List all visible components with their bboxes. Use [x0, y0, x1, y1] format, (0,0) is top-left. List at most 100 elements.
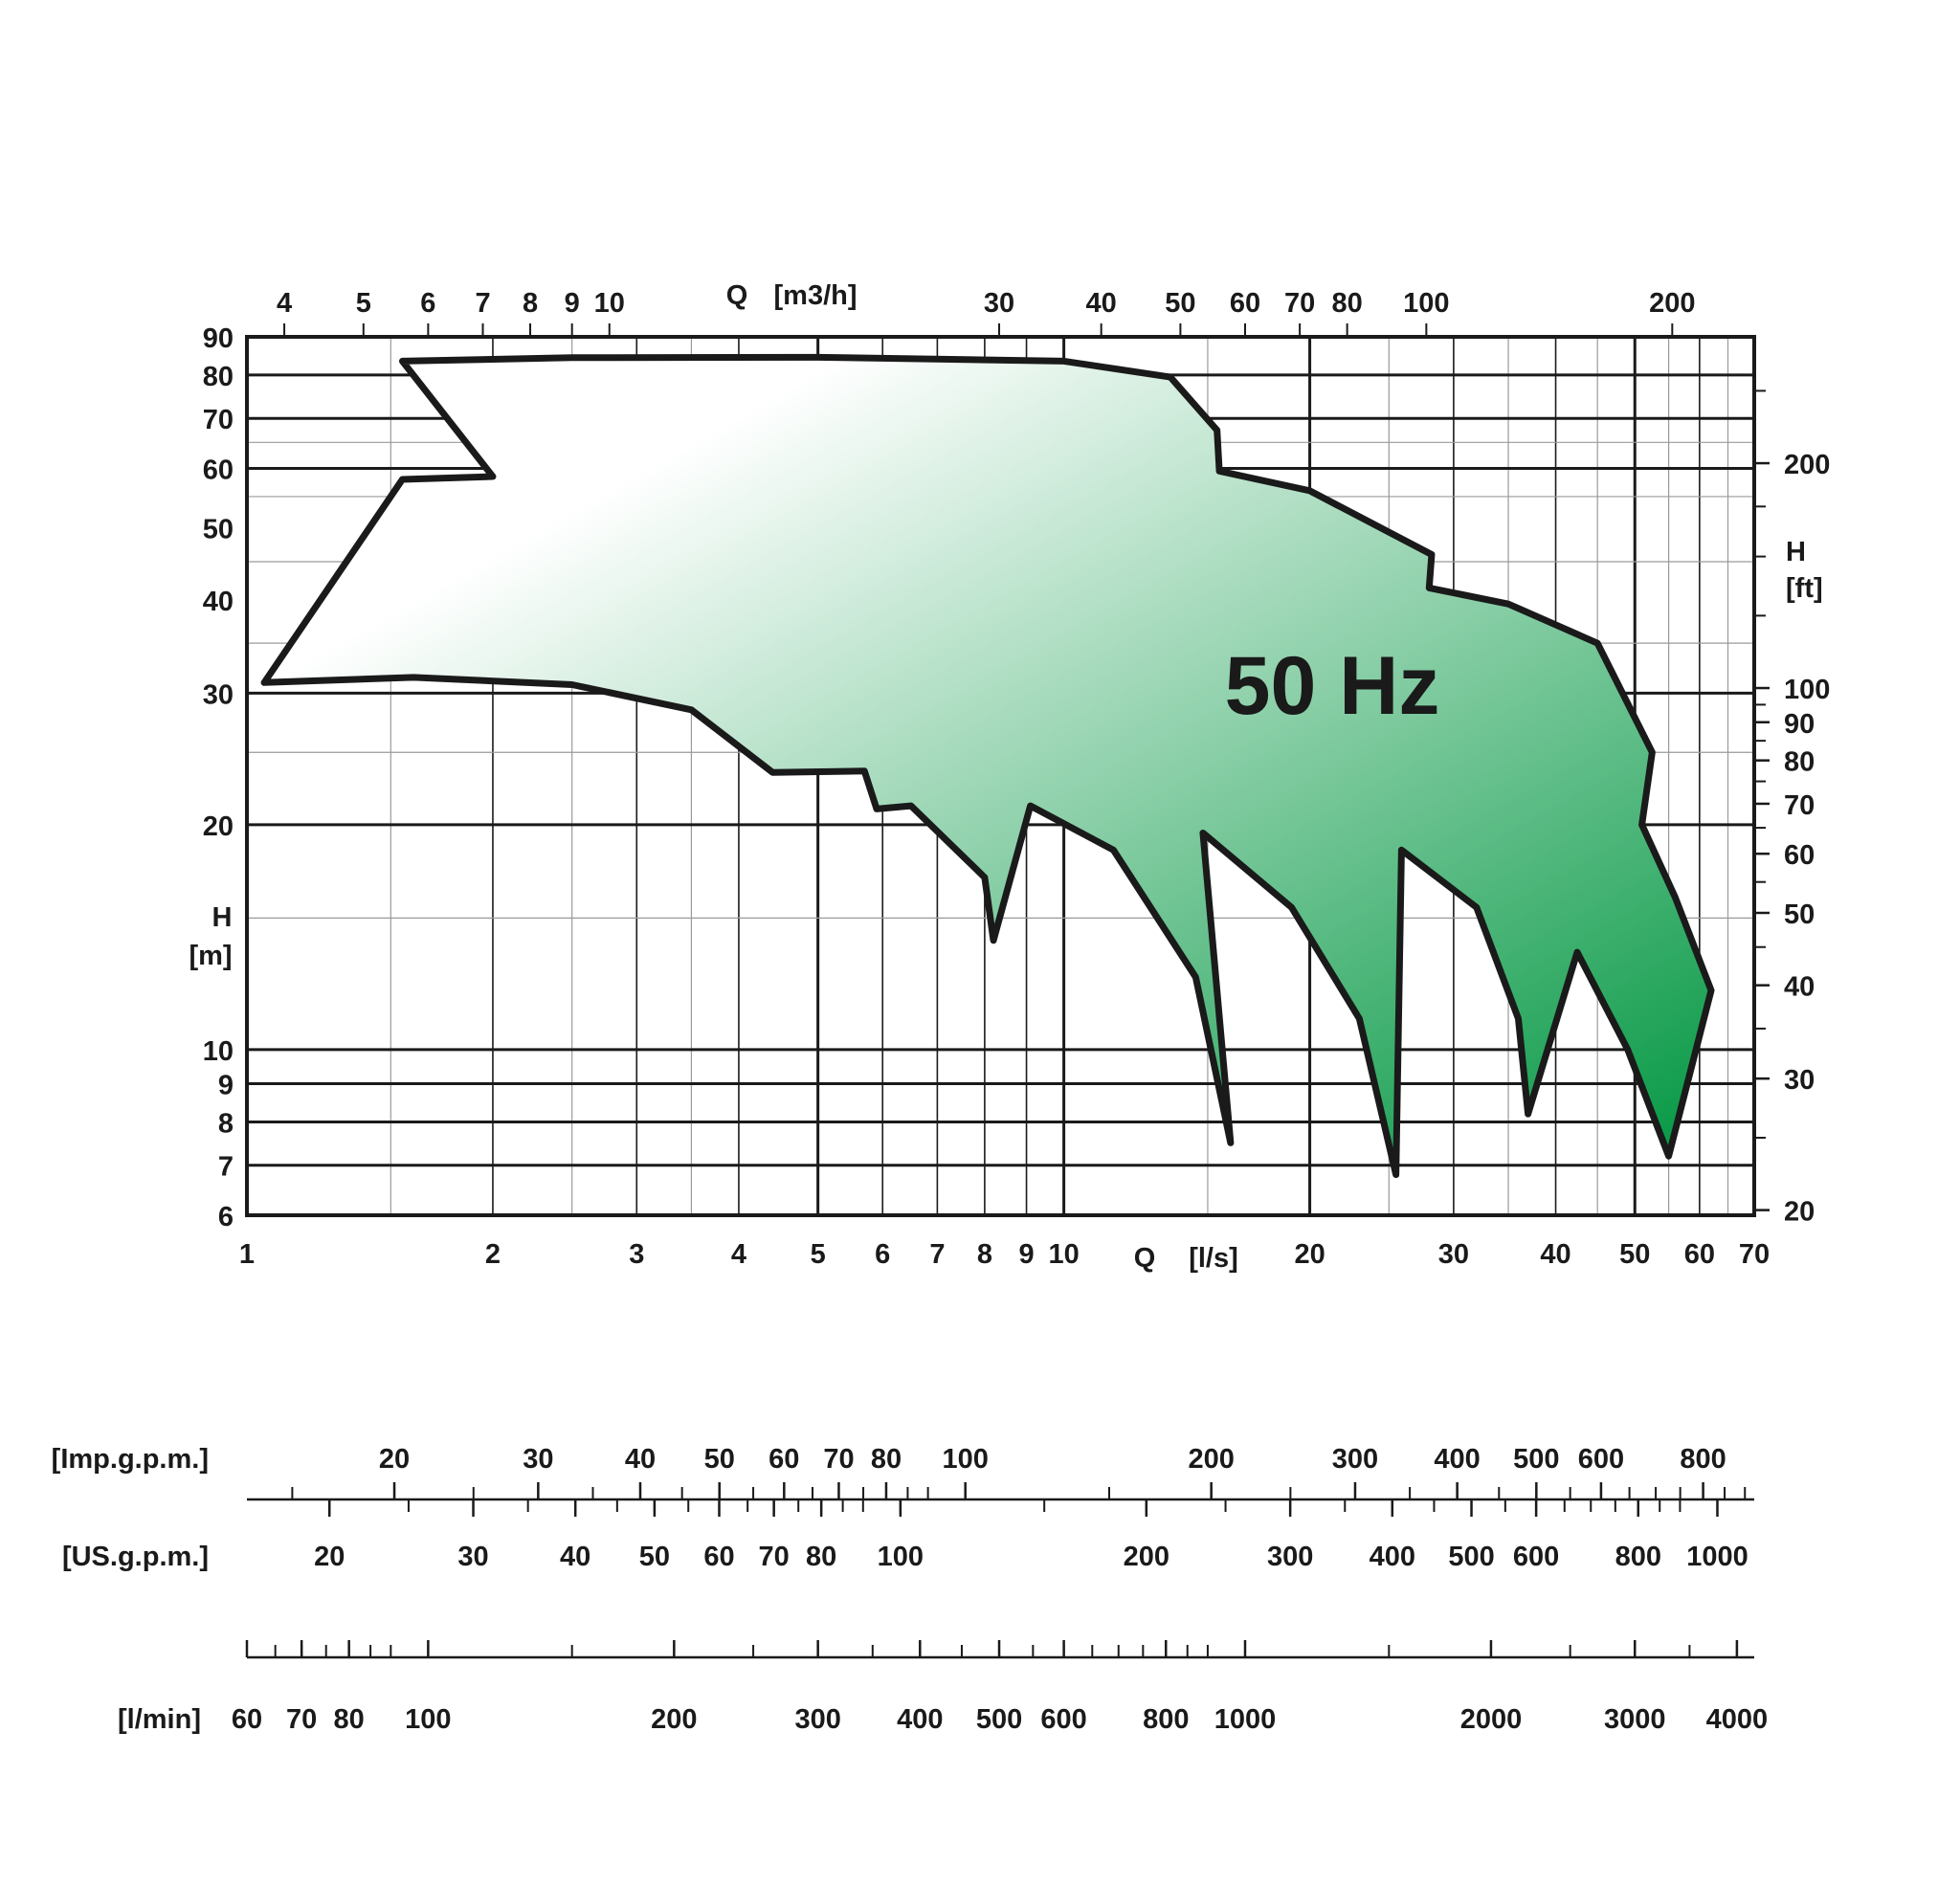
us-gpm-tick-label: 1000 [1686, 1542, 1748, 1572]
x2-tick-label: 200 [1649, 288, 1695, 319]
y2-tick-label: 50 [1784, 899, 1815, 930]
us-gpm-tick-label: 100 [878, 1542, 924, 1572]
x2-tick-label: 5 [356, 288, 371, 319]
x2-tick-label: 30 [984, 288, 1014, 319]
y2-tick-label: 90 [1784, 709, 1815, 740]
x-tick-label: 60 [1684, 1239, 1715, 1270]
x-tick-label: 7 [929, 1239, 945, 1270]
y2-tick-label: 100 [1784, 675, 1830, 705]
y2-tick-label: 200 [1784, 450, 1830, 480]
y2-axis-unit: [ft] [1786, 573, 1823, 604]
x2-tick-label: 4 [277, 288, 292, 319]
axis-ticks [283, 323, 1770, 1211]
l-min-tick-label: 400 [897, 1704, 943, 1735]
x-tick-label: 5 [811, 1239, 826, 1270]
y-tick-label: 40 [203, 587, 234, 617]
us-gpm-tick-label: 200 [1124, 1542, 1169, 1572]
us-gpm-tick-label: 600 [1513, 1542, 1559, 1572]
y-axis-unit: [m] [189, 941, 232, 971]
us-gpm-tick-label: 500 [1448, 1542, 1494, 1572]
l-min-tick-label: 1000 [1214, 1704, 1277, 1735]
x-tick-label: 40 [1540, 1239, 1570, 1270]
imp-gpm-tick-label: 50 [704, 1444, 735, 1475]
imp-gpm-tick-label: 70 [823, 1444, 854, 1475]
us-gpm-tick-label: 80 [806, 1542, 836, 1572]
l-min-tick-label: 70 [286, 1704, 317, 1735]
x2-tick-label: 9 [565, 288, 580, 319]
x-tick-label: 20 [1294, 1239, 1325, 1270]
l-min-tick-label: 3000 [1604, 1704, 1666, 1735]
l-min-tick-label: 500 [976, 1704, 1022, 1735]
l-min-tick-label: 800 [1143, 1704, 1189, 1735]
us-gpm-tick-label: 300 [1267, 1542, 1313, 1572]
x2-axis-unit: [m3/h] [774, 280, 858, 311]
imp-gpm-scale-name: [Imp.g.p.m.] [52, 1444, 209, 1475]
y-tick-label: 60 [203, 455, 234, 485]
y-tick-label: 20 [203, 811, 234, 842]
x2-tick-label: 100 [1403, 288, 1449, 319]
x2-tick-label: 50 [1165, 288, 1195, 319]
imp-gpm-tick-label: 300 [1332, 1444, 1378, 1475]
imp-gpm-tick-label: 800 [1680, 1444, 1726, 1475]
y2-axis-name: H [1786, 537, 1806, 567]
us-gpm-tick-label: 30 [457, 1542, 488, 1572]
imp-gpm-tick-label: 80 [871, 1444, 902, 1475]
plot-border [245, 335, 1756, 1217]
x-tick-label: 50 [1619, 1239, 1650, 1270]
imp-gpm-tick-label: 60 [768, 1444, 799, 1475]
y-tick-label: 6 [218, 1202, 234, 1232]
imp-gpm-tick-label: 20 [379, 1444, 410, 1475]
y-tick-label: 50 [203, 514, 234, 544]
y2-tick-label: 80 [1784, 747, 1815, 778]
y-tick-label: 10 [203, 1036, 234, 1067]
x2-tick-label: 8 [523, 288, 538, 319]
y-tick-label: 80 [203, 362, 234, 392]
x-tick-label: 70 [1739, 1239, 1770, 1270]
x-tick-label: 6 [875, 1239, 890, 1270]
imp-gpm-tick-label: 200 [1188, 1444, 1234, 1475]
us-gpm-tick-label: 20 [314, 1542, 345, 1572]
plot-frame [245, 335, 1756, 1217]
x-tick-label: 10 [1048, 1239, 1079, 1270]
l-min-tick-label: 60 [232, 1704, 262, 1735]
imp-gpm-tick-label: 500 [1513, 1444, 1559, 1475]
x2-tick-label: 70 [1284, 288, 1315, 319]
y-tick-label: 8 [218, 1108, 234, 1139]
x-tick-label: 3 [629, 1239, 644, 1270]
l-min-tick-label: 600 [1040, 1704, 1086, 1735]
l-min-tick-label: 200 [651, 1704, 697, 1735]
axis-labels: 1 2 3 4 5 6 7 8 9 10 20 30 40 50 60 704 5 6 7 8 9 10 30 40 50 60 7… [203, 288, 1831, 1270]
imp-gpm-tick-label: 100 [942, 1444, 988, 1475]
y2-tick-label: 70 [1784, 790, 1815, 821]
y-tick-label: 90 [203, 323, 234, 354]
l-min-tick-label: 300 [794, 1704, 840, 1735]
x-tick-label: 4 [731, 1239, 746, 1270]
us-gpm-tick-label: 70 [759, 1542, 790, 1572]
x-tick-label: 30 [1438, 1239, 1469, 1270]
x-axis-name: Q [1134, 1243, 1156, 1274]
us-gpm-tick-label: 400 [1370, 1542, 1415, 1572]
imp-gpm-tick-label: 600 [1578, 1444, 1624, 1475]
us-gpm-tick-label: 60 [703, 1542, 734, 1572]
x-tick-label: 1 [239, 1239, 255, 1270]
y-tick-label: 70 [203, 405, 234, 435]
y-tick-label: 30 [203, 679, 234, 710]
y2-tick-label: 30 [1784, 1065, 1815, 1096]
imp-gpm-tick-label: 30 [523, 1444, 553, 1475]
l-min-tick-label: 80 [334, 1704, 365, 1735]
y2-tick-label: 20 [1784, 1197, 1815, 1228]
x2-tick-label: 40 [1086, 288, 1117, 319]
x2-tick-label: 6 [420, 288, 435, 319]
x-tick-label: 2 [485, 1239, 501, 1270]
x-axis-unit: [l/s] [1189, 1243, 1238, 1274]
performance-area [260, 353, 1715, 1179]
x2-tick-label: 60 [1230, 288, 1260, 319]
x2-tick-label: 80 [1332, 288, 1363, 319]
x2-tick-label: 7 [475, 288, 490, 319]
y-tick-label: 9 [218, 1071, 234, 1101]
l-min-tick-label: 4000 [1706, 1704, 1769, 1735]
flow-conversion-scales: 20 30 40 50 60 70 80 100 200 300 400 500 600 800 20 30 4… [232, 1444, 1768, 1735]
performance-envelope-0 [260, 353, 1715, 1179]
y2-tick-label: 60 [1784, 840, 1815, 871]
